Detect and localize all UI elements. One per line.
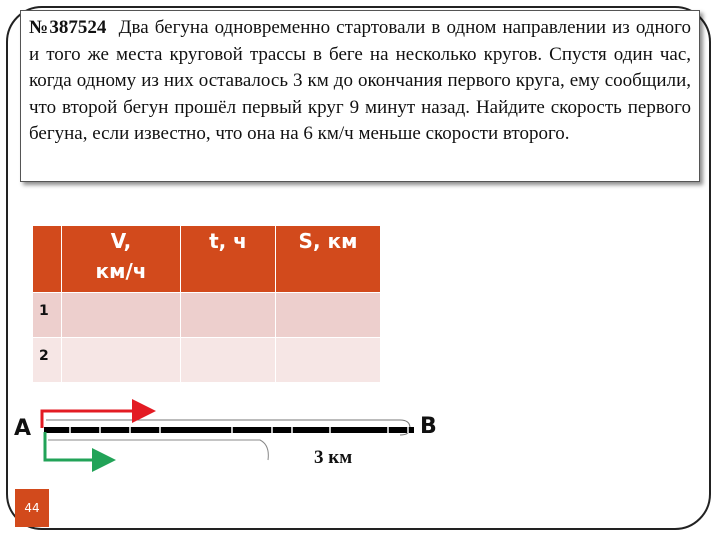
distance-label: 3 км [314,447,353,468]
table-header-distance: S, км [275,225,381,293]
table-cell [275,292,381,338]
green-arrow [43,432,116,472]
table-header-cell [32,225,62,293]
problem-box: №387524 Два бегуна одновременно стартова… [20,10,700,182]
table-header-speed: V, км/ч [61,225,181,293]
problem-number: №387524 [29,17,107,38]
table-cell [61,292,181,338]
problem-statement: №387524 Два бегуна одновременно стартова… [29,15,691,148]
table-header-row: V, км/ч t, ч S, км [32,225,381,293]
table-cell [180,337,276,383]
page-number: 44 [15,489,49,527]
point-b-label: B [420,414,437,439]
track-ticks [69,427,409,433]
row-label: 1 [32,292,62,338]
problem-text: Два бегуна одновременно стартовали в одн… [29,17,691,144]
table-row: 1 [32,292,381,338]
point-a-label: A [14,416,32,441]
data-table: V, км/ч t, ч S, км 1 2 [32,225,381,383]
data-table-container: V, км/ч t, ч S, км 1 2 [32,225,381,383]
table-cell [275,337,381,383]
row-label: 2 [32,337,62,383]
table-header-time: t, ч [180,225,276,293]
red-arrow [40,399,156,428]
table-cell [180,292,276,338]
table-cell [61,337,181,383]
track-loop-lower [48,439,269,461]
table-row: 2 [32,337,381,383]
